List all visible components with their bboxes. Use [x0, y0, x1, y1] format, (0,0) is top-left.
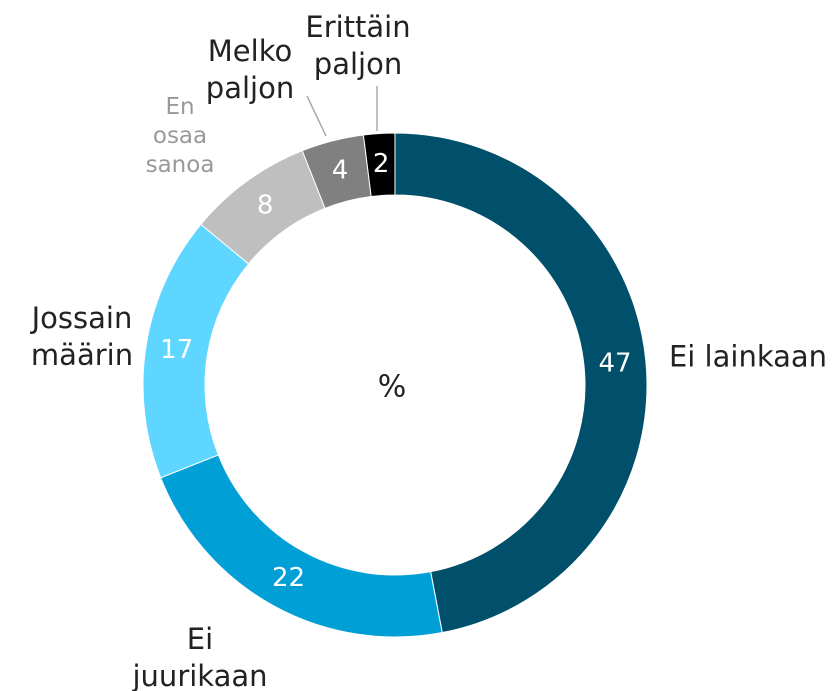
value-label: 8 — [257, 191, 274, 221]
category-label: Melko paljon — [205, 34, 295, 105]
leader-line — [306, 95, 327, 137]
category-label: Jossain määrin — [30, 301, 134, 372]
category-label: Ei juurikaan — [132, 622, 268, 691]
donut-segment — [362, 132, 396, 198]
value-label: 2 — [373, 149, 390, 179]
donut-segment — [142, 223, 250, 479]
value-label: 22 — [272, 563, 305, 593]
value-label: 17 — [160, 335, 193, 365]
category-label: Ei lainkaan — [668, 339, 828, 374]
value-label: 47 — [598, 349, 631, 379]
donut-segment — [160, 454, 443, 638]
value-label: 4 — [332, 155, 349, 185]
center-label: % — [378, 370, 407, 405]
donut-segment — [394, 132, 648, 634]
category-label: Erittäin paljon — [305, 10, 411, 81]
category-label: En osaa sanoa — [145, 94, 215, 179]
